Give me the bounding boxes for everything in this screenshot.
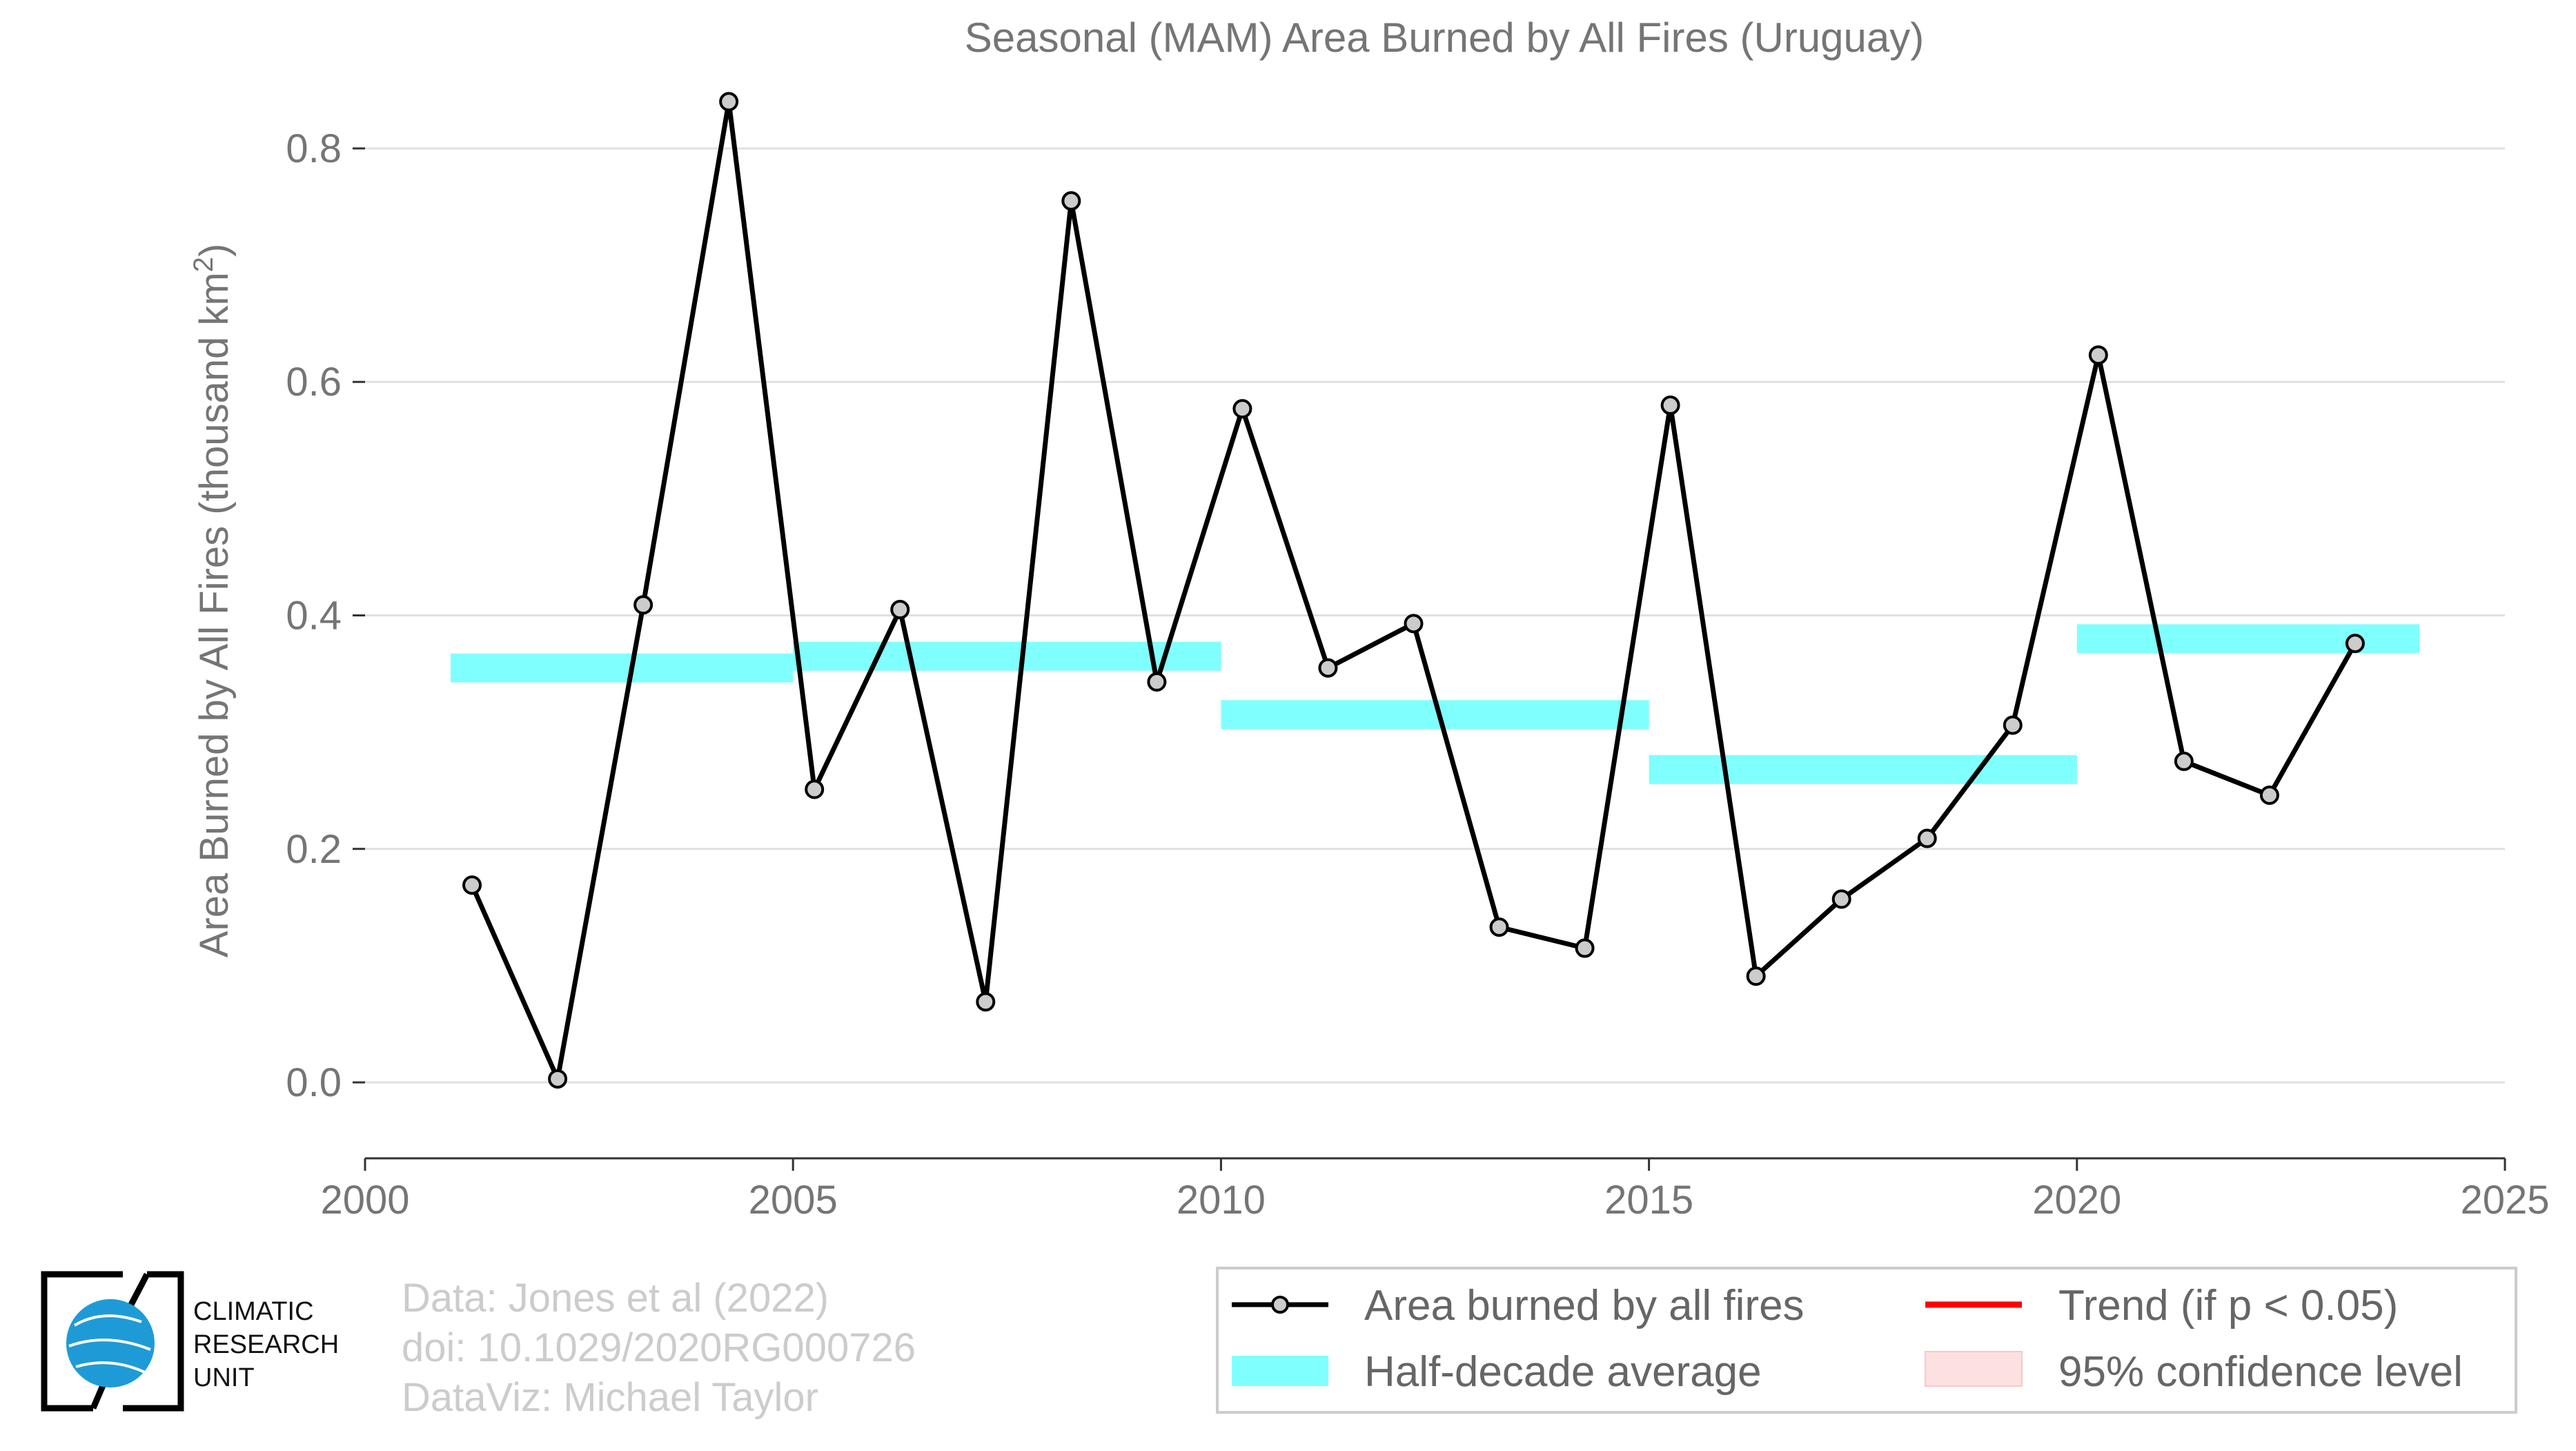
globe-swirl-3: [75, 1361, 146, 1374]
x-tick-label: 2005: [749, 1178, 838, 1223]
credit-dataviz: DataViz: Michael Taylor: [402, 1375, 818, 1420]
data-point: [1831, 889, 1851, 909]
half-decade-average-bar: [451, 653, 794, 683]
y-axis-title-superscript: 2: [188, 257, 219, 272]
legend: Area burned by all fires Trend (if p < 0…: [1216, 1267, 2517, 1414]
grid-lines: [365, 147, 2505, 1084]
x-tick-label: 2000: [320, 1178, 409, 1223]
legend-box: [1216, 1267, 2517, 1414]
data-point: [1232, 399, 1252, 419]
logo-text-line1: CLIMATIC: [193, 1297, 314, 1326]
data-point: [2088, 345, 2108, 365]
credit-data-source: Data: Jones et al (2022): [402, 1276, 829, 1321]
legend-entry-trend: Trend (if p < 0.05): [1925, 1282, 2398, 1330]
globe-icon: [66, 1299, 155, 1387]
chart-title: Seasonal (MAM) Area Burned by All Fires …: [965, 14, 1925, 61]
x-tick-label: 2025: [2460, 1178, 2549, 1223]
credit-doi: doi: 10.1029/2020RG000726: [402, 1325, 916, 1370]
data-point: [1489, 917, 1509, 937]
data-point: [1660, 396, 1680, 416]
x-tick-label: 2020: [2032, 1178, 2121, 1223]
series-line-area-burned: [469, 99, 2357, 1082]
globe-swirl-1: [73, 1314, 142, 1327]
y-tick-label: 0.2: [286, 827, 342, 872]
data-point: [633, 595, 653, 615]
legend-swatch-half-decade: [1232, 1356, 1328, 1386]
y-tick-label: 0.8: [286, 126, 342, 171]
half-decade-average-bar: [793, 641, 1221, 671]
logo-bracket-left: [41, 1271, 123, 1412]
x-axis: 2000 2005 2010 2015 2020 2025: [320, 1157, 2550, 1223]
half-decade-average-bar: [1649, 754, 2077, 784]
legend-entry-area-burned: Area burned by all fires: [1232, 1282, 1805, 1330]
logo-text-line2: RESEARCH: [193, 1330, 339, 1359]
data-point: [548, 1069, 568, 1089]
legend-swatch-confidence: [1925, 1351, 2023, 1387]
half-decade-average-bands: [451, 624, 2419, 784]
data-point: [1575, 938, 1595, 958]
y-tick-label: 0.4: [286, 594, 342, 639]
series-area-burned-markers: [462, 92, 2365, 1089]
data-point: [462, 875, 482, 895]
series-area-burned: [469, 99, 2357, 1082]
y-tick-label: 0.0: [286, 1060, 342, 1105]
legend-entry-confidence: 95% confidence level: [1925, 1348, 2463, 1396]
legend-label-area-burned: Area burned by all fires: [1364, 1282, 1805, 1330]
data-point: [976, 992, 996, 1012]
x-tick-label: 2010: [1177, 1178, 1266, 1223]
data-point: [1147, 672, 1167, 692]
logo-slash-top: [128, 1272, 150, 1307]
data-point: [2259, 785, 2279, 805]
legend-label-confidence: 95% confidence level: [2058, 1348, 2463, 1396]
x-tick-label: 2015: [1604, 1178, 1693, 1223]
data-point: [1746, 966, 1766, 986]
cru-logo: CLIMATIC RESEARCH UNIT: [41, 1271, 339, 1412]
data-point: [2345, 634, 2365, 654]
data-credits: Data: Jones et al (2022) doi: 10.1029/20…: [402, 1276, 916, 1420]
data-point: [2003, 715, 2023, 735]
data-point: [719, 92, 739, 112]
logo-bracket-right: [123, 1271, 184, 1412]
data-point: [1061, 191, 1081, 211]
legend-swatch-marker: [1271, 1296, 1289, 1314]
legend-label-half-decade: Half-decade average: [1364, 1348, 1762, 1396]
globe-swirl-2: [68, 1338, 151, 1351]
y-axis-title: Area Burned by All Fires (thousand km2): [188, 244, 237, 958]
data-point: [890, 600, 910, 620]
legend-entry-half-decade: Half-decade average: [1232, 1348, 1762, 1396]
data-point: [1917, 828, 1937, 848]
half-decade-average-bar: [2076, 624, 2419, 654]
data-point: [805, 779, 825, 799]
data-point: [2174, 751, 2194, 771]
legend-label-trend: Trend (if p < 0.05): [2058, 1282, 2398, 1330]
data-point: [1318, 658, 1338, 678]
data-point: [1404, 614, 1424, 634]
y-tick-label: 0.6: [286, 360, 342, 405]
y-axis-ticks: 0.0 0.2 0.4 0.6 0.8: [286, 126, 365, 1105]
logo-slash-bottom: [90, 1383, 107, 1410]
logo-text-line3: UNIT: [193, 1363, 255, 1392]
